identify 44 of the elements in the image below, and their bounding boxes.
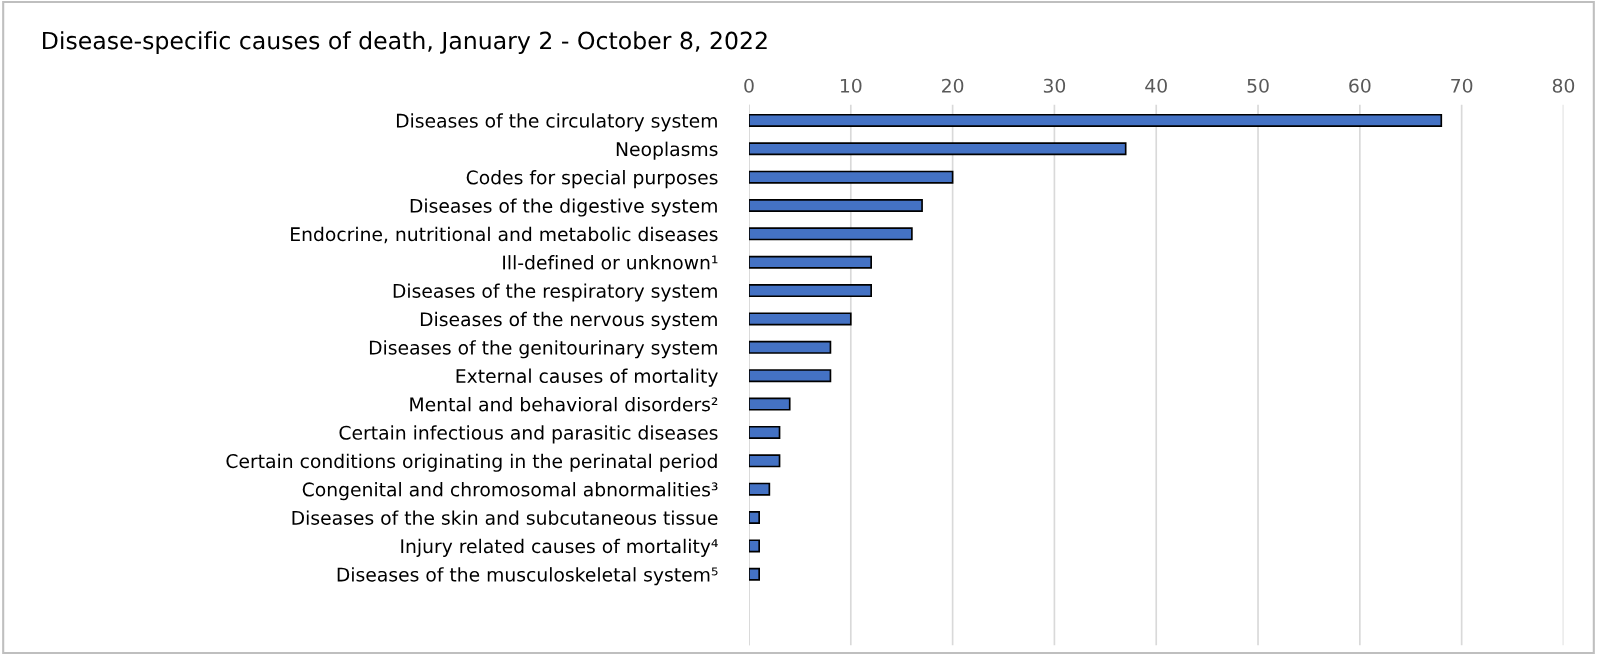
bar xyxy=(748,227,913,241)
bar xyxy=(748,567,761,581)
x-tick-label: 30 xyxy=(1043,78,1066,93)
bar xyxy=(748,170,954,184)
x-tick-label: 60 xyxy=(1349,78,1371,93)
x-tick-label: 10 xyxy=(840,78,862,93)
y-tick-label: Certain infectious and parasitic diseases xyxy=(339,425,718,444)
bar xyxy=(748,142,1127,156)
bar xyxy=(748,511,761,525)
y-tick-label: Diseases of the musculoskeletal system⁵ xyxy=(337,567,718,586)
x-tick-label: 50 xyxy=(1247,78,1269,93)
y-tick-label: Endocrine, nutritional and metabolic diseases xyxy=(291,226,718,244)
bar xyxy=(748,198,923,213)
bar xyxy=(748,113,1443,127)
bar xyxy=(748,340,832,354)
y-tick-label: External causes of mortality xyxy=(456,368,718,387)
bar xyxy=(748,539,761,553)
bar xyxy=(748,482,771,496)
x-tick-label: 0 xyxy=(744,78,754,93)
bar xyxy=(748,425,781,439)
bar xyxy=(748,454,781,468)
y-tick-label: Diseases of the skin and subcutaneous tissue xyxy=(292,510,718,525)
bar xyxy=(748,369,832,383)
y-tick-label: Diseases of the genitourinary system xyxy=(369,340,717,359)
x-tick-label: 20 xyxy=(942,78,964,93)
y-tick-label: Diseases of the digestive system xyxy=(410,198,717,217)
y-tick-label: Diseases of the respiratory system xyxy=(393,283,717,302)
text: Disease-specific causes of death, January 2 - October 8, 2022 xyxy=(43,31,767,54)
y-tick-label: Diseases of the nervous system xyxy=(420,311,717,330)
y-tick-label: Injury related causes of mortality⁴ xyxy=(401,538,718,557)
x-tick-label: 70 xyxy=(1451,78,1473,93)
bar xyxy=(748,312,852,326)
y-tick-label: Certain conditions originating in the perinatal period xyxy=(226,453,717,472)
bar xyxy=(748,284,872,298)
y-tick-label: Codes for special purposes xyxy=(466,170,718,189)
y-tick-label: Ill-defined or unknown¹ xyxy=(503,255,718,270)
y-tick-label: Diseases of the circulatory system xyxy=(396,113,717,132)
y-tick-label: Congenital and chromosomal abnormalities³ xyxy=(302,482,718,501)
y-tick-label: Neoplasms xyxy=(616,141,718,160)
y-tick-label: Mental and behavioral disorders² xyxy=(410,396,718,412)
x-tick-label: 40 xyxy=(1145,78,1167,93)
x-tick-label: 80 xyxy=(1552,78,1575,93)
bar xyxy=(748,255,872,269)
bar xyxy=(748,397,791,411)
